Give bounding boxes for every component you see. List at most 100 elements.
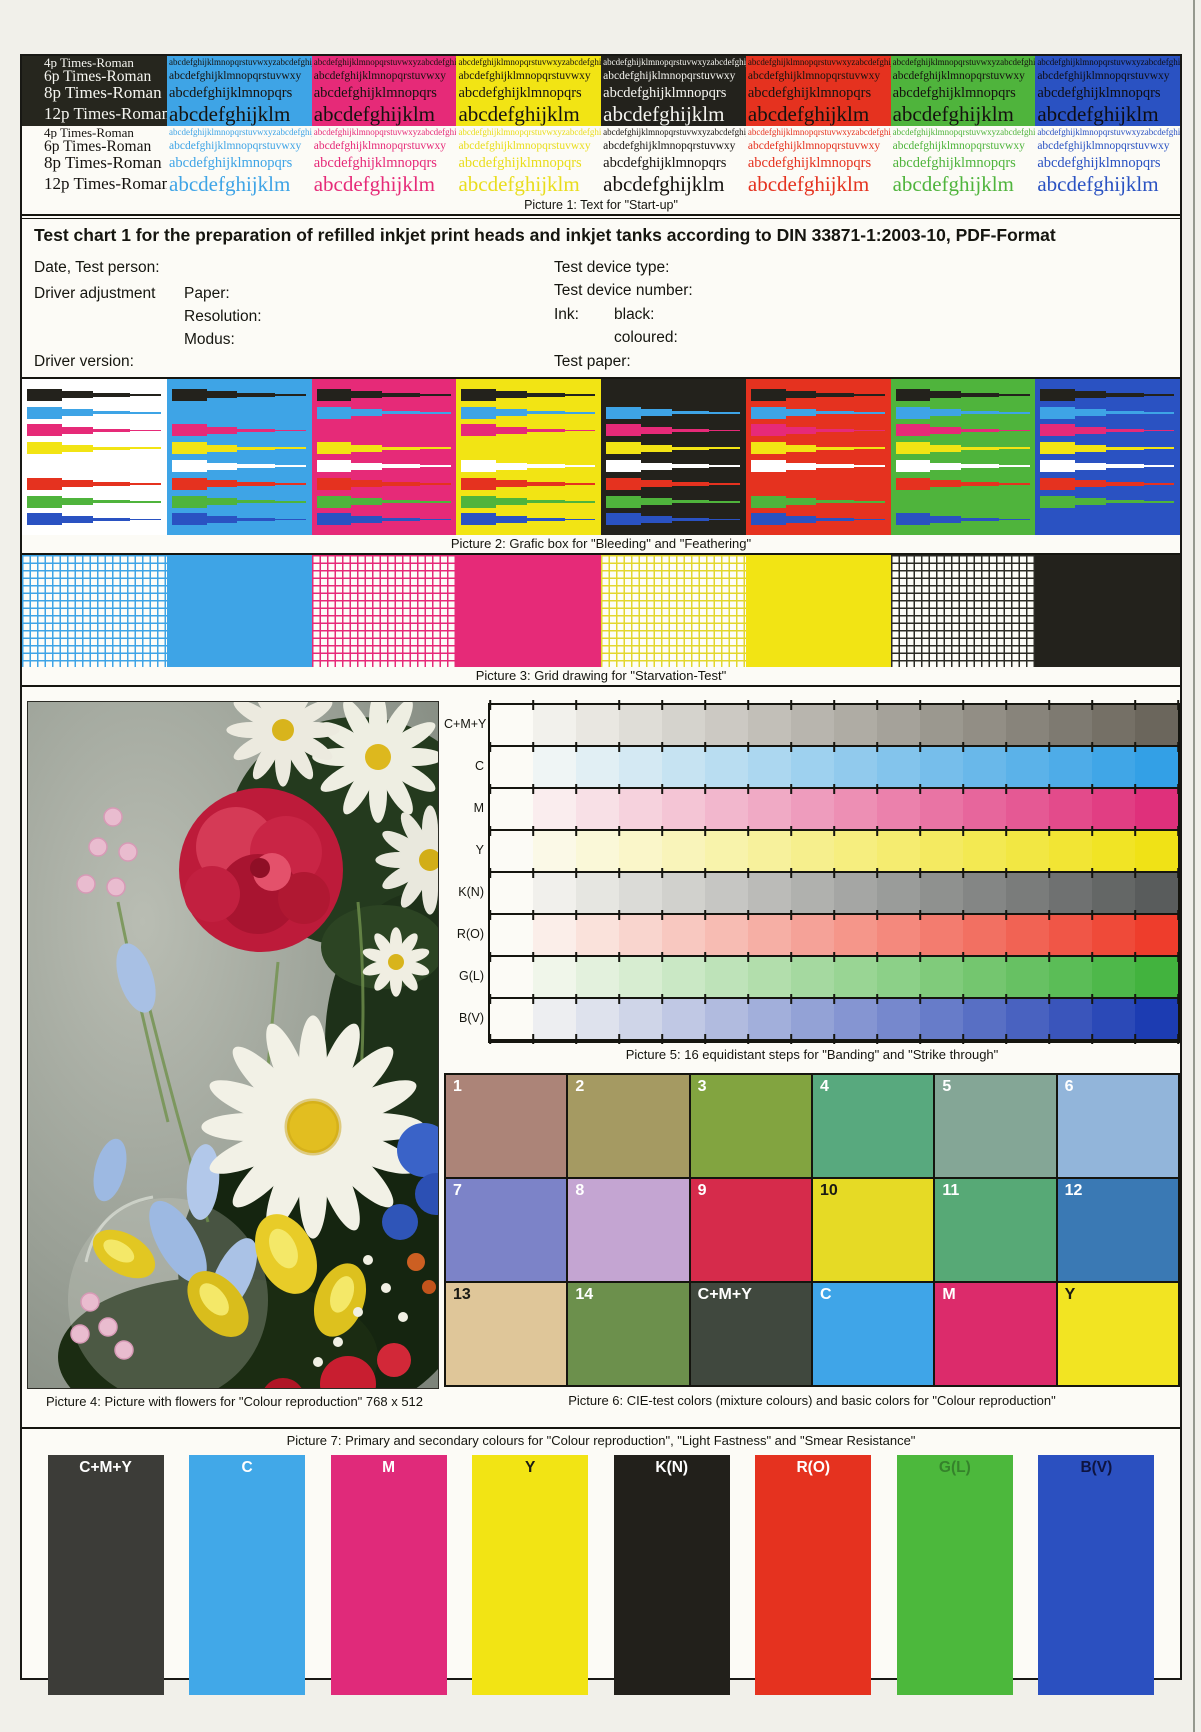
step-cell [705,789,748,829]
tick-mark [704,952,706,962]
tick-mark [747,784,749,794]
taper-bar-segment [671,499,710,504]
taper-bar [891,457,1036,475]
daisy-petal [320,758,372,792]
starvation-cell-solid-7 [1035,555,1180,667]
taper-bar [891,422,1036,440]
alphabet-sample-red: abcdefghijklmnopqrs [745,154,891,172]
daisy-core [272,719,294,741]
taper-bar-segment [92,446,131,451]
cie-patch-10: 10 [812,1178,935,1282]
step-cell [791,999,834,1039]
taper-bar-segment [671,410,710,415]
step-cell [533,957,576,997]
taper-bar [167,475,312,493]
daisy-petal [382,861,425,890]
picture3-caption: Picture 3: Grid drawing for "Starvation-… [475,668,727,683]
divider [22,377,1180,379]
alphabet-sample-yellow: abcdefghijklmnopqrstuvwxyzabcdefghijkl [456,56,602,69]
step-cell [705,705,748,745]
taper-bar [167,457,312,475]
step-cell [533,873,576,913]
taper-bar-segment [130,394,162,396]
alphabet-sample-green: abcdefghijklmnopqrs [890,154,1036,172]
taper-bar-segment [382,428,420,433]
taper-bar [746,386,891,404]
rose-petal [184,866,240,922]
divider [22,685,1180,687]
cie-patch-14: 14 [567,1282,690,1386]
taper-bar-segment [130,411,162,414]
tick-mark [1091,910,1093,920]
blue-lily-petal [186,1144,220,1220]
taper-bar-segment [61,462,93,470]
starvation-cell-grid-2 [311,555,457,667]
taper-bar-segment [526,464,565,468]
taper-bar-segment [895,442,931,455]
tick-mark [919,994,921,1004]
taper-bar [22,386,167,404]
step-cell [533,999,576,1039]
taper-bar-segment [171,495,207,508]
picture3-grid-blocks [22,555,1180,667]
step-cell [705,957,748,997]
step-cell [705,831,748,871]
taper-bar-segment [1075,515,1106,523]
tick-mark [618,742,620,752]
tick-mark [489,910,491,920]
taper-bar [22,511,167,529]
step-cell [748,999,791,1039]
tick-mark [661,868,663,878]
taper-bar-segment [237,517,276,522]
taper-bar [1035,493,1180,511]
taper-bar-segment [526,482,565,486]
tick-mark [833,742,835,752]
freesia-highlight [103,1239,135,1263]
taper-bar [891,404,1036,422]
tick-mark [661,742,663,752]
picture5-steps: C+M+Y C M Y K(N) R(O) G(L) B(V) [444,700,1180,1044]
step-cell [576,705,619,745]
tick-mark [962,784,964,794]
taper-bar-segment [1143,411,1175,414]
tick-mark [532,784,534,794]
taper-bar-segment [237,499,276,504]
alphabet-sample-blue: abcdefghijklm [1035,102,1181,126]
page-title: Test chart 1 for the preparation of refi… [34,225,1056,245]
step-cell [619,747,662,787]
taper-bar-segment [750,424,786,437]
taper-bar-segment [237,464,276,468]
taper-bar-segment [496,409,527,417]
step-cell [490,873,533,913]
taper-bar-segment [206,391,238,399]
step-cell [1092,747,1135,787]
taper-bar-segment [961,517,999,522]
tick-mark [532,910,534,920]
tick-mark [747,868,749,878]
tick-mark [876,910,878,920]
daisy-petal [233,731,278,761]
step-cell [963,999,1006,1039]
tick-mark [575,1034,577,1044]
step-row-label: C+M+Y [444,717,487,731]
step-row-label: R(O) [456,927,484,941]
taper-bar-segment [895,424,931,437]
tick-mark [1091,742,1093,752]
tick-mark [1134,742,1136,752]
alphabet-sample-green: abcdefghijklmnopqrs [890,84,1036,102]
taper-bar-segment [1040,442,1076,455]
bleeding-block-1 [166,379,312,535]
form-test-paper: Test paper: [554,353,631,370]
taper-bar-segment [750,495,786,508]
tick-mark [1091,784,1093,794]
step-cell [490,957,533,997]
alphabet-sample-green: abcdefghijklmnopqrstuvwxy [890,69,1036,84]
taper-bar-segment [930,409,962,417]
taper-bar-segment [895,477,931,490]
taper-bar-segment [351,498,383,506]
tick-mark [962,868,964,878]
taper-bar-segment [1040,460,1076,473]
taper-bar-segment [316,388,352,401]
taper-bar-segment [171,442,207,455]
taper-bar-segment [816,393,855,397]
